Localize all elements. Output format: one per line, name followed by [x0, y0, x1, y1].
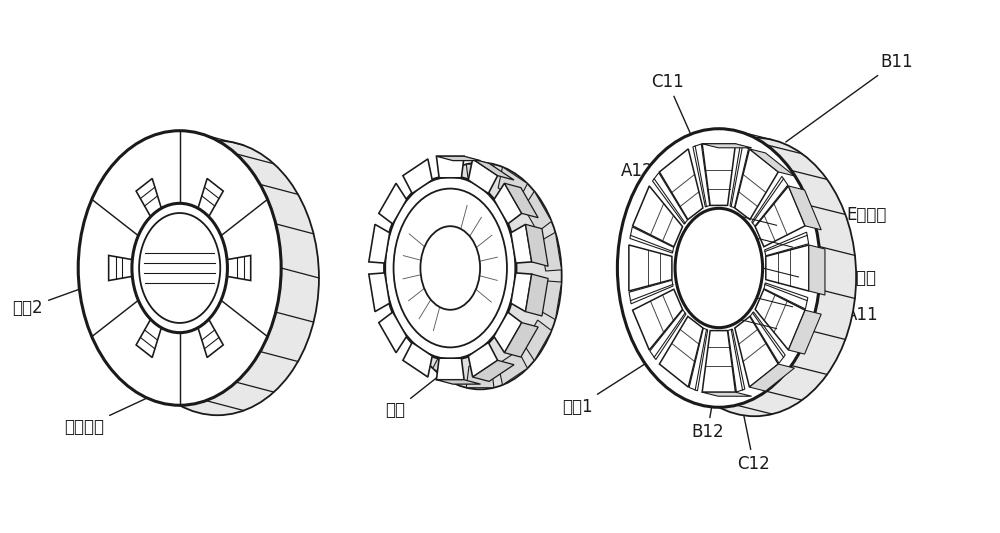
Polygon shape — [369, 273, 390, 312]
Polygon shape — [436, 379, 481, 384]
Polygon shape — [659, 317, 703, 387]
Polygon shape — [633, 289, 683, 350]
Polygon shape — [504, 183, 538, 218]
Polygon shape — [749, 149, 794, 176]
Polygon shape — [689, 328, 708, 391]
Polygon shape — [498, 167, 527, 201]
Ellipse shape — [653, 138, 856, 416]
Polygon shape — [765, 232, 809, 256]
Polygon shape — [436, 358, 464, 379]
Text: C11: C11 — [651, 73, 693, 139]
Polygon shape — [511, 224, 532, 263]
Polygon shape — [752, 176, 788, 226]
Polygon shape — [749, 364, 794, 391]
Text: C12: C12 — [737, 403, 770, 473]
Polygon shape — [788, 310, 821, 354]
Polygon shape — [526, 274, 548, 316]
Polygon shape — [409, 320, 436, 361]
Polygon shape — [473, 159, 514, 180]
Polygon shape — [702, 144, 736, 205]
Ellipse shape — [394, 189, 507, 348]
Polygon shape — [403, 159, 432, 193]
Polygon shape — [399, 232, 420, 271]
Polygon shape — [198, 179, 223, 217]
Polygon shape — [409, 191, 436, 232]
Polygon shape — [227, 255, 251, 280]
Polygon shape — [788, 186, 821, 230]
Polygon shape — [630, 227, 674, 253]
Text: B12: B12 — [691, 380, 724, 441]
Polygon shape — [433, 167, 462, 201]
Polygon shape — [524, 320, 552, 361]
Polygon shape — [702, 392, 752, 396]
Polygon shape — [693, 144, 710, 207]
Polygon shape — [433, 351, 462, 385]
Polygon shape — [652, 173, 687, 224]
Polygon shape — [526, 224, 548, 266]
Polygon shape — [504, 322, 538, 357]
Text: 定子1: 定子1 — [562, 364, 645, 416]
Ellipse shape — [385, 176, 516, 360]
Polygon shape — [702, 330, 736, 392]
Polygon shape — [629, 280, 673, 304]
Text: 电枢绕组: 电枢绕组 — [64, 372, 204, 436]
Polygon shape — [764, 283, 808, 309]
Polygon shape — [541, 281, 562, 320]
Polygon shape — [198, 319, 223, 358]
Polygon shape — [730, 145, 749, 208]
Polygon shape — [468, 343, 498, 377]
Ellipse shape — [675, 208, 763, 328]
Polygon shape — [702, 144, 752, 148]
Polygon shape — [466, 366, 494, 387]
Polygon shape — [136, 319, 161, 358]
Text: B11: B11 — [786, 53, 913, 142]
Polygon shape — [633, 186, 683, 247]
Polygon shape — [750, 312, 785, 363]
Polygon shape — [369, 224, 390, 263]
Polygon shape — [735, 317, 778, 387]
Polygon shape — [809, 245, 825, 295]
Polygon shape — [468, 159, 498, 193]
Polygon shape — [755, 186, 805, 247]
Polygon shape — [735, 149, 778, 220]
Ellipse shape — [420, 226, 480, 310]
Polygon shape — [498, 351, 527, 385]
Polygon shape — [379, 312, 407, 353]
Polygon shape — [766, 245, 809, 291]
Polygon shape — [436, 156, 481, 160]
Text: 永磁铁: 永磁铁 — [811, 262, 876, 287]
Polygon shape — [494, 312, 522, 353]
Polygon shape — [403, 343, 432, 377]
Polygon shape — [379, 183, 407, 224]
Polygon shape — [728, 329, 745, 392]
Text: A11: A11 — [809, 296, 879, 324]
Ellipse shape — [78, 131, 281, 405]
Polygon shape — [755, 289, 805, 350]
Polygon shape — [109, 255, 132, 280]
Polygon shape — [136, 179, 161, 217]
Ellipse shape — [116, 141, 319, 415]
Ellipse shape — [132, 203, 227, 333]
Polygon shape — [659, 149, 703, 220]
Ellipse shape — [170, 213, 265, 343]
Ellipse shape — [139, 213, 220, 323]
Text: 定子2: 定子2 — [13, 254, 177, 317]
Polygon shape — [466, 164, 494, 186]
Ellipse shape — [711, 217, 798, 337]
Polygon shape — [473, 360, 514, 382]
Polygon shape — [494, 183, 522, 224]
Text: A12: A12 — [621, 163, 658, 211]
Ellipse shape — [399, 163, 562, 389]
Text: E形铁芯: E形铁芯 — [806, 206, 887, 224]
Polygon shape — [650, 310, 686, 360]
Polygon shape — [541, 232, 562, 271]
Polygon shape — [524, 191, 552, 232]
Ellipse shape — [617, 129, 820, 407]
Polygon shape — [629, 245, 672, 291]
Text: 转子: 转子 — [386, 359, 460, 419]
Polygon shape — [436, 156, 464, 178]
Polygon shape — [511, 273, 532, 312]
Polygon shape — [399, 281, 420, 320]
